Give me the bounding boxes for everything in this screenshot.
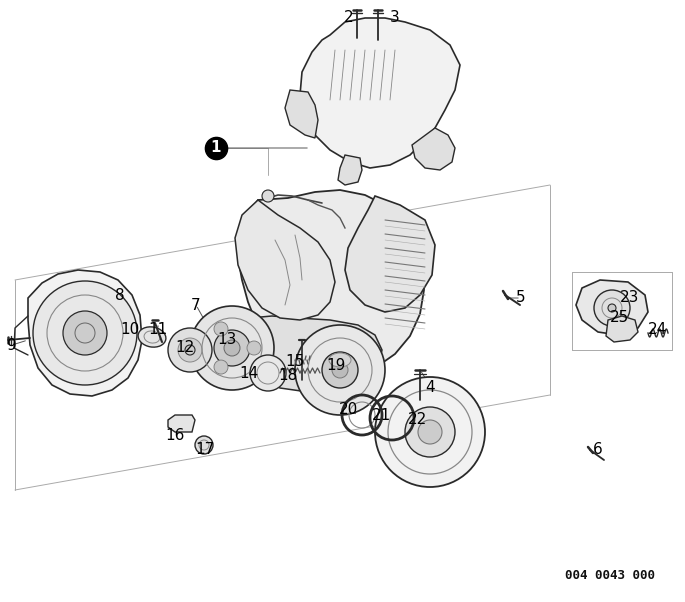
- Text: 13: 13: [217, 332, 237, 347]
- Circle shape: [214, 322, 228, 336]
- Circle shape: [214, 330, 250, 366]
- Polygon shape: [28, 270, 142, 396]
- Polygon shape: [235, 200, 335, 320]
- Polygon shape: [412, 128, 455, 170]
- Ellipse shape: [329, 353, 351, 367]
- Polygon shape: [576, 280, 648, 335]
- Circle shape: [75, 323, 95, 343]
- Text: 12: 12: [175, 340, 195, 355]
- Ellipse shape: [138, 327, 166, 347]
- Circle shape: [190, 306, 274, 390]
- Text: 16: 16: [165, 427, 185, 442]
- Circle shape: [608, 304, 616, 312]
- Text: 8: 8: [115, 288, 125, 302]
- Text: 23: 23: [621, 290, 640, 305]
- Text: 5: 5: [516, 291, 526, 305]
- Polygon shape: [300, 18, 460, 168]
- Text: 20: 20: [339, 403, 359, 418]
- Circle shape: [63, 311, 107, 355]
- Text: 19: 19: [326, 358, 346, 373]
- Circle shape: [295, 325, 385, 415]
- Polygon shape: [245, 316, 382, 392]
- Text: 4: 4: [425, 380, 435, 396]
- Polygon shape: [168, 415, 195, 432]
- Text: 004 0043 000: 004 0043 000: [565, 569, 655, 582]
- Text: 17: 17: [195, 442, 214, 458]
- Text: 25: 25: [610, 311, 630, 326]
- Text: 22: 22: [408, 412, 427, 427]
- Text: 6: 6: [593, 442, 603, 458]
- Text: 10: 10: [121, 323, 140, 338]
- Text: 2: 2: [344, 10, 354, 25]
- Polygon shape: [338, 155, 362, 185]
- Circle shape: [185, 345, 195, 355]
- Text: 9: 9: [7, 338, 17, 353]
- Circle shape: [195, 436, 213, 454]
- Circle shape: [168, 328, 212, 372]
- Text: 1: 1: [211, 140, 221, 155]
- Text: 3: 3: [390, 10, 400, 25]
- Circle shape: [594, 290, 630, 326]
- Circle shape: [224, 340, 240, 356]
- Circle shape: [250, 355, 286, 391]
- Text: 24: 24: [649, 323, 668, 338]
- Circle shape: [33, 281, 137, 385]
- Text: 14: 14: [239, 365, 259, 380]
- Circle shape: [375, 377, 485, 487]
- Text: 18: 18: [278, 367, 297, 382]
- Circle shape: [322, 352, 358, 388]
- Polygon shape: [345, 196, 435, 312]
- Text: 21: 21: [373, 408, 392, 423]
- Circle shape: [178, 338, 202, 362]
- Text: 15: 15: [286, 355, 305, 370]
- Circle shape: [405, 407, 455, 457]
- Polygon shape: [238, 190, 424, 376]
- Text: 11: 11: [149, 323, 168, 338]
- Circle shape: [332, 362, 348, 378]
- Circle shape: [247, 341, 261, 355]
- Text: 7: 7: [191, 297, 201, 312]
- Circle shape: [418, 420, 442, 444]
- Circle shape: [214, 360, 228, 374]
- Polygon shape: [285, 90, 318, 138]
- Polygon shape: [606, 316, 638, 342]
- Circle shape: [262, 190, 274, 202]
